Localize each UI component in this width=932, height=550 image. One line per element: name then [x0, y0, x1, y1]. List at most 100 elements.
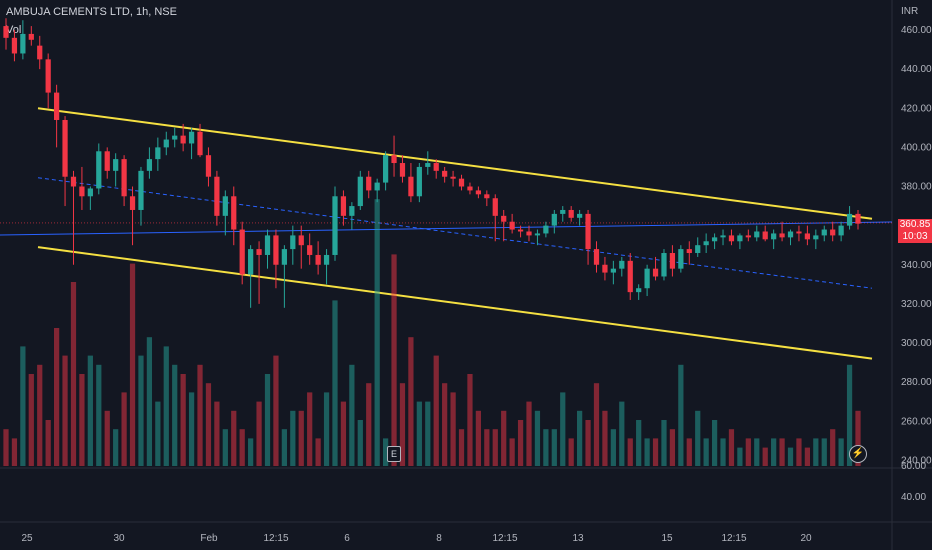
volume-bar [703, 438, 709, 466]
time-tick-label: 13 [572, 533, 584, 544]
candle-body [585, 213, 591, 250]
volume-bar [332, 300, 338, 466]
volume-bar [273, 355, 279, 466]
time-tick-label: 6 [344, 533, 350, 544]
candle-body [484, 194, 490, 199]
candle-body [104, 151, 110, 171]
candle-body [509, 221, 515, 230]
candle-body [155, 147, 161, 160]
candle-body [146, 159, 153, 171]
volume-tick-label: 40.00 [901, 492, 926, 503]
time-tick-label: 12:15 [721, 533, 746, 544]
candle-body [399, 163, 406, 177]
lightning-icon[interactable]: ⚡ [849, 445, 867, 463]
volume-bar [315, 438, 321, 466]
volume-bar [787, 447, 794, 466]
volume-bar [745, 438, 751, 466]
volume-bar [239, 429, 245, 466]
time-tick-label: 25 [21, 533, 33, 544]
candle-body [87, 188, 93, 197]
candle-body [619, 260, 625, 269]
volume-bar [644, 438, 650, 466]
currency-label: INR [901, 6, 919, 17]
candle-body [779, 233, 785, 238]
candle-body [492, 198, 498, 216]
candle-body [467, 186, 473, 191]
time-tick-label: 15 [661, 533, 673, 544]
volume-bar [779, 438, 785, 466]
volume-bar [256, 401, 262, 466]
candle-body [45, 59, 51, 93]
last-price-box: 360.85 10:03 [898, 219, 932, 243]
volume-bar [585, 420, 591, 466]
volume-label: Vol [6, 24, 22, 36]
volume-bar [399, 383, 406, 466]
candle-body [3, 26, 9, 38]
volume-bar [433, 355, 439, 466]
volume-bar [45, 420, 51, 466]
volume-bar [762, 447, 768, 466]
volume-bar [374, 199, 380, 466]
volume-bar [737, 447, 743, 466]
volume-bar [180, 374, 186, 466]
volume-bar [104, 410, 110, 466]
volume-bar [197, 364, 203, 466]
candle-body [70, 176, 77, 187]
volume-bar [382, 438, 389, 466]
volume-bar [652, 438, 659, 466]
volume-bar [188, 392, 195, 466]
channel-lower-line [37, 246, 873, 360]
candle-body [830, 229, 836, 236]
volume-bar [711, 420, 718, 466]
candle-body [728, 235, 735, 242]
volume-bar [129, 263, 136, 466]
candle-body [458, 178, 465, 187]
volume-bar [53, 328, 60, 466]
volume-bar [636, 420, 642, 466]
volume-bar [771, 438, 777, 466]
volume-bar [416, 401, 422, 466]
candle-body [661, 253, 667, 277]
volume-bar [467, 374, 473, 466]
price-tick-label: 260.00 [901, 416, 932, 427]
candle-body [332, 196, 338, 255]
volume-bar [163, 346, 169, 466]
volume-bar [728, 429, 735, 466]
candle-body [720, 235, 726, 238]
candle-body [323, 254, 330, 265]
volume-bar [602, 410, 608, 466]
volume-bar [526, 401, 532, 466]
volume-bar [821, 438, 827, 466]
candle-body [762, 231, 768, 240]
candle-body [172, 135, 178, 140]
volume-bar [87, 355, 93, 466]
volume-bar [450, 392, 456, 466]
volume-bar [804, 447, 811, 466]
volume-bar [442, 383, 448, 466]
price-tick-label: 460.00 [901, 25, 932, 36]
volume-bar [79, 374, 85, 466]
candle-body [627, 260, 633, 293]
volume-bar [20, 346, 26, 466]
candle-body [248, 249, 254, 275]
candle-body [416, 166, 422, 197]
symbol-title: AMBUJA CEMENTS LTD, 1h, NSE [6, 6, 177, 18]
volume-bar [70, 282, 77, 466]
candle-body [382, 155, 389, 183]
time-tick-label: Feb [200, 533, 218, 544]
price-tick-label: 440.00 [901, 64, 932, 75]
candle-body [745, 235, 751, 238]
volume-bar [37, 364, 43, 466]
volume-bar [222, 429, 228, 466]
candle-body [214, 176, 220, 216]
earnings-badge[interactable]: E [387, 446, 401, 462]
candle-body [96, 151, 102, 189]
last-price-value: 360.85 [899, 219, 931, 230]
bar-countdown: 10:03 [902, 231, 928, 242]
candle-body [231, 196, 237, 230]
candle-body [205, 155, 212, 177]
candle-body [374, 182, 380, 191]
volume-bar [577, 410, 583, 466]
candle-body [568, 209, 574, 218]
